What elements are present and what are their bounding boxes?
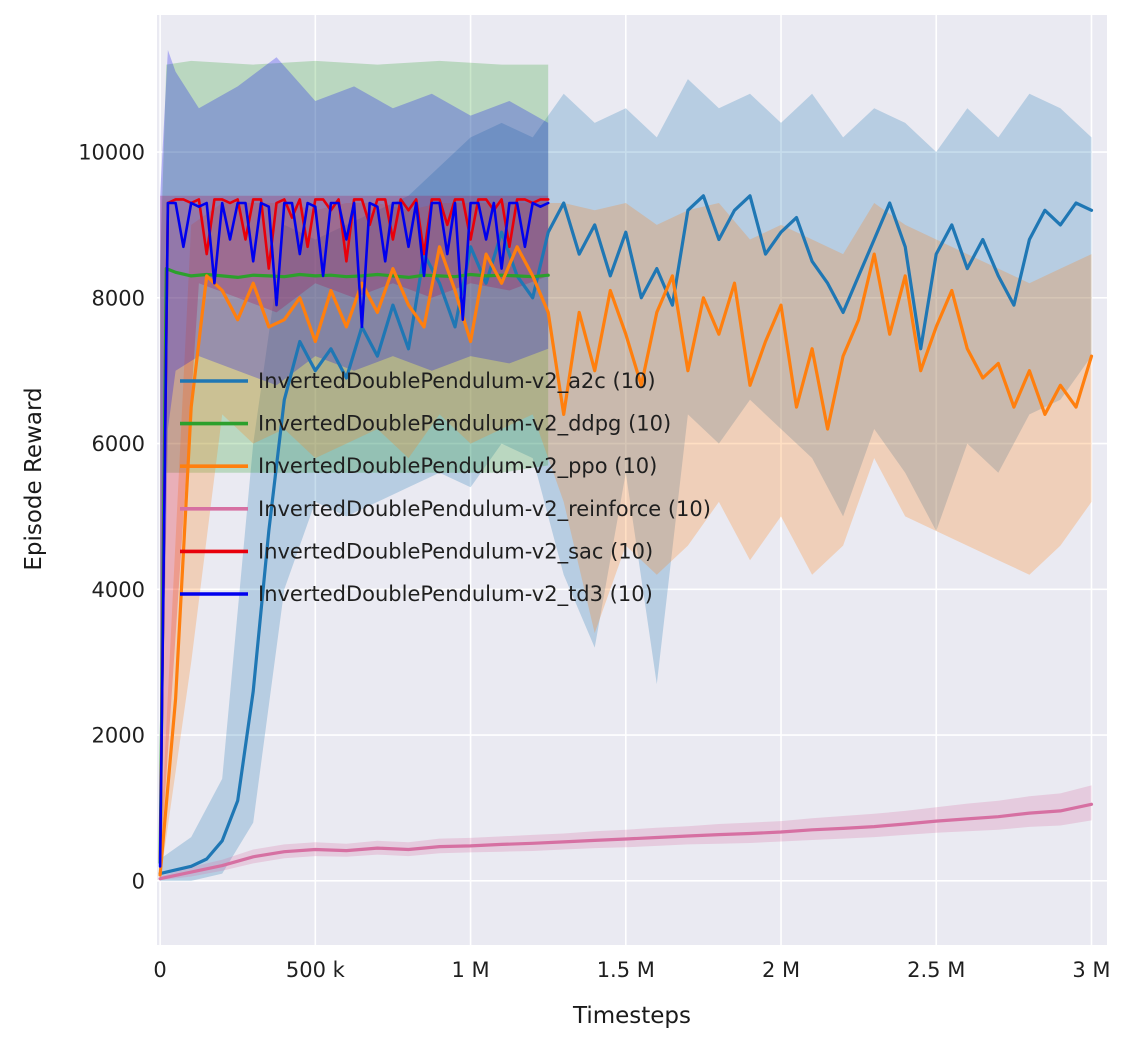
y-tick-label: 6000 [92,432,145,456]
legend-label-td3: InvertedDoublePendulum-v2_td3 (10) [258,582,653,607]
legend-label-reinforce: InvertedDoublePendulum-v2_reinforce (10) [258,497,711,522]
x-tick-label: 2.5 M [907,958,965,982]
x-tick-label: 1 M [451,958,489,982]
line-ppo [158,245,1094,877]
y-tick-label: 0 [132,869,145,893]
y-tick-label: 2000 [92,724,145,748]
y-tick-label: 8000 [92,286,145,310]
band-ddpg [160,60,549,867]
band-td3 [160,50,549,874]
x-tick-label: 500 k [286,958,346,982]
line-reinforce [158,802,1094,881]
band-ppo [160,203,1092,881]
x-tick-label: 0 [153,958,166,982]
legend-label-sac: InvertedDoublePendulum-v2_sac (10) [258,539,653,564]
legend-label-ppo: InvertedDoublePendulum-v2_ppo (10) [258,454,657,479]
line-a2c [158,194,1094,876]
x-tick-label: 2 M [762,958,800,982]
y-tick-label: 4000 [92,578,145,602]
y-tick-label: 10000 [78,141,145,165]
legend-label-a2c: InvertedDoublePendulum-v2_a2c (10) [258,369,656,394]
legend-label-ddpg: InvertedDoublePendulum-v2_ddpg (10) [258,412,671,437]
y-axis-label: Episode Reward [21,387,47,571]
x-tick-label: 1.5 M [597,958,655,982]
band-reinforce [160,785,1092,881]
line-td3 [158,201,550,868]
x-axis-label: Timesteps [572,1003,692,1029]
x-tick-label: 3 M [1072,958,1110,982]
line-sac [158,198,550,861]
